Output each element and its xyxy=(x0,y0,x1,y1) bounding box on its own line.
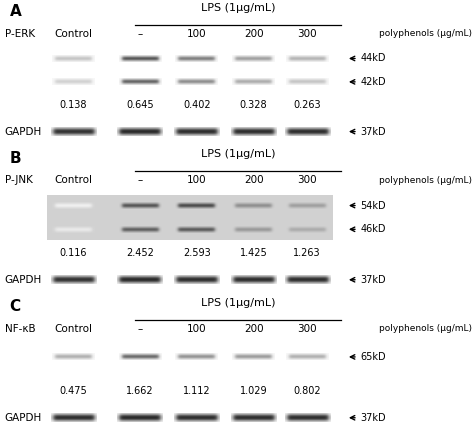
Text: polyphenols (μg/mL): polyphenols (μg/mL) xyxy=(379,176,472,185)
Text: C: C xyxy=(9,299,20,314)
Text: 37kD: 37kD xyxy=(360,127,386,136)
Text: LPS (1μg/mL): LPS (1μg/mL) xyxy=(201,3,275,13)
Text: 1.263: 1.263 xyxy=(293,248,321,258)
Text: A: A xyxy=(9,4,21,19)
Text: Control: Control xyxy=(55,29,92,39)
Text: B: B xyxy=(9,151,21,166)
Text: 100: 100 xyxy=(187,175,207,185)
Text: LPS (1μg/mL): LPS (1μg/mL) xyxy=(201,149,275,159)
Text: 0.263: 0.263 xyxy=(293,100,321,110)
Text: 42kD: 42kD xyxy=(360,77,386,87)
Text: –: – xyxy=(137,324,143,334)
Text: P-JNK: P-JNK xyxy=(5,175,33,185)
Text: 1.029: 1.029 xyxy=(240,386,267,396)
Text: GAPDH: GAPDH xyxy=(5,127,42,136)
Text: Control: Control xyxy=(55,324,92,334)
Text: 300: 300 xyxy=(297,324,317,334)
Text: 37kD: 37kD xyxy=(360,413,386,423)
Text: 2.452: 2.452 xyxy=(126,248,154,258)
Text: Control: Control xyxy=(55,175,92,185)
Text: 200: 200 xyxy=(244,324,264,334)
Text: 1.662: 1.662 xyxy=(126,386,154,396)
Text: 200: 200 xyxy=(244,175,264,185)
Text: GAPDH: GAPDH xyxy=(5,413,42,423)
Text: 100: 100 xyxy=(187,324,207,334)
Text: 1.112: 1.112 xyxy=(183,386,210,396)
Text: 65kD: 65kD xyxy=(360,352,386,362)
Text: NF-κB: NF-κB xyxy=(5,324,36,334)
Text: 0.402: 0.402 xyxy=(183,100,210,110)
Text: 0.645: 0.645 xyxy=(126,100,154,110)
Text: P-ERK: P-ERK xyxy=(5,29,35,39)
Text: –: – xyxy=(137,175,143,185)
Text: GAPDH: GAPDH xyxy=(5,275,42,285)
Text: 200: 200 xyxy=(244,29,264,39)
Text: 100: 100 xyxy=(187,29,207,39)
FancyBboxPatch shape xyxy=(47,195,333,240)
Text: 54kD: 54kD xyxy=(360,201,386,210)
Text: 1.425: 1.425 xyxy=(240,248,267,258)
Text: 0.475: 0.475 xyxy=(60,386,87,396)
Text: 300: 300 xyxy=(297,29,317,39)
Text: polyphenols (μg/mL): polyphenols (μg/mL) xyxy=(379,324,472,333)
Text: LPS (1μg/mL): LPS (1μg/mL) xyxy=(201,298,275,307)
Text: 0.138: 0.138 xyxy=(60,100,87,110)
Text: 0.802: 0.802 xyxy=(293,386,321,396)
Text: 44kD: 44kD xyxy=(360,54,386,63)
Text: 46kD: 46kD xyxy=(360,224,386,234)
Text: polyphenols (μg/mL): polyphenols (μg/mL) xyxy=(379,29,472,38)
Text: –: – xyxy=(137,29,143,39)
Text: 0.116: 0.116 xyxy=(60,248,87,258)
Text: 37kD: 37kD xyxy=(360,275,386,285)
Text: 0.328: 0.328 xyxy=(240,100,267,110)
Text: 2.593: 2.593 xyxy=(183,248,210,258)
Text: 300: 300 xyxy=(297,175,317,185)
